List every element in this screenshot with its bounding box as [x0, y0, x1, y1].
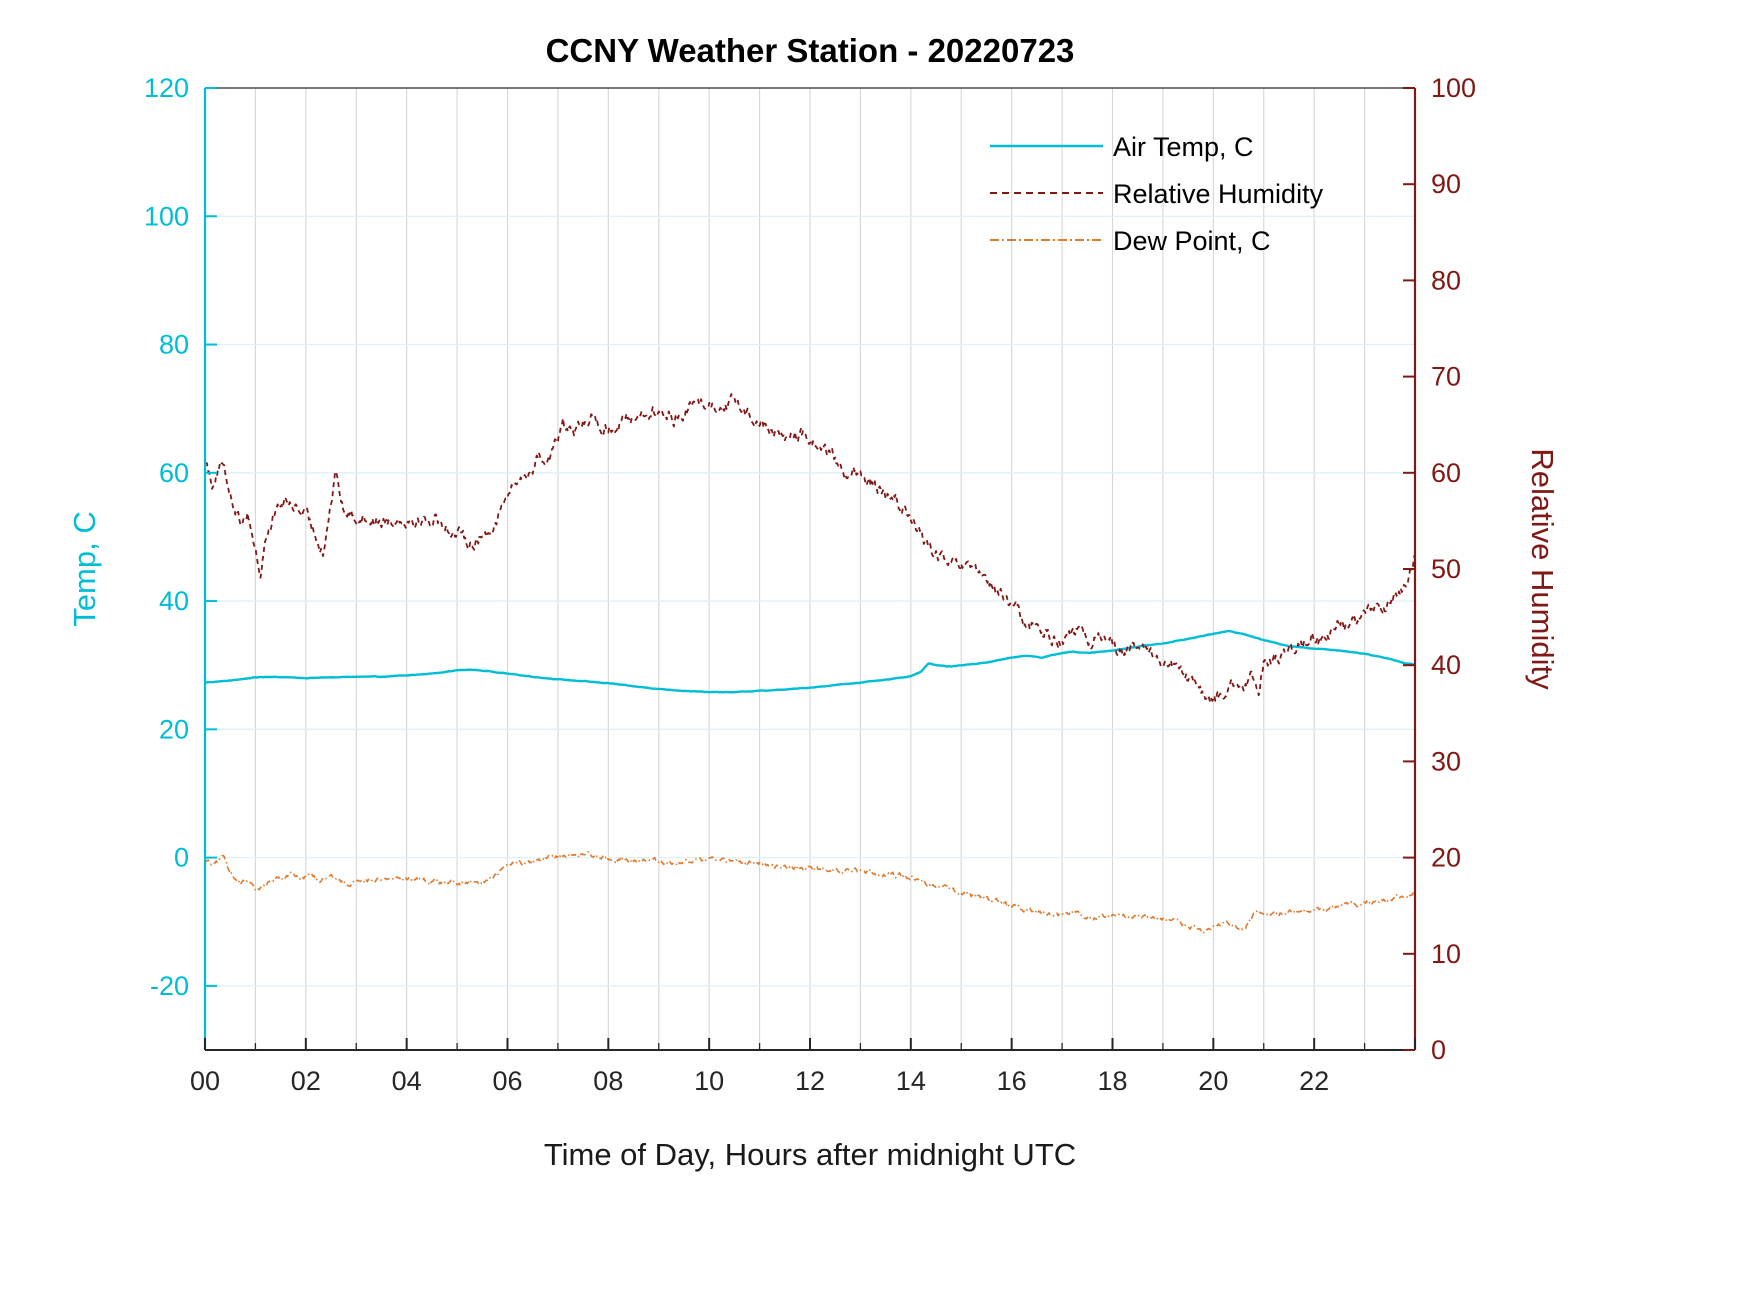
x-tick-label: 00: [190, 1066, 220, 1096]
left-tick-label: 100: [144, 201, 189, 231]
right-tick-label: 30: [1431, 746, 1461, 776]
right-tick-label: 10: [1431, 939, 1461, 969]
x-tick-label: 20: [1198, 1066, 1228, 1096]
x-tick-label: 04: [392, 1066, 422, 1096]
left-tick-label: 80: [159, 330, 189, 360]
right-tick-label: 80: [1431, 265, 1461, 295]
left-tick-label: 20: [159, 714, 189, 744]
series-dew-point-line: [204, 850, 1416, 934]
legend-label-air-temp: Air Temp, C: [1113, 132, 1254, 162]
legend-label-relative-humidity: Relative Humidity: [1113, 179, 1324, 209]
series-air-temp-line: [204, 629, 1416, 694]
x-tick-label: 10: [694, 1066, 724, 1096]
right-tick-label: 50: [1431, 554, 1461, 584]
left-tick-label: 120: [144, 73, 189, 103]
legend-label-dew-point: Dew Point, C: [1113, 226, 1271, 256]
x-tick-label: 06: [492, 1066, 522, 1096]
x-tick-label: 02: [291, 1066, 321, 1096]
right-tick-label: 20: [1431, 843, 1461, 873]
axes: -200204060801001200102030405060708090100…: [144, 73, 1476, 1096]
right-tick-label: 60: [1431, 458, 1461, 488]
right-y-axis-label: Relative Humidity: [1525, 448, 1560, 690]
x-tick-label: 12: [795, 1066, 825, 1096]
series-lines: [204, 393, 1416, 934]
x-tick-label: 08: [593, 1066, 623, 1096]
left-tick-label: -20: [150, 971, 189, 1001]
right-tick-label: 100: [1431, 73, 1476, 103]
chart-title: CCNY Weather Station - 20220723: [546, 32, 1075, 69]
x-tick-label: 16: [997, 1066, 1027, 1096]
x-tick-label: 14: [896, 1066, 926, 1096]
x-tick-label: 22: [1299, 1066, 1329, 1096]
right-tick-label: 70: [1431, 362, 1461, 392]
left-tick-label: 40: [159, 586, 189, 616]
legend: Air Temp, C Relative Humidity Dew Point,…: [990, 132, 1324, 256]
left-y-axis-label: Temp, C: [67, 511, 102, 626]
left-tick-label: 0: [174, 843, 189, 873]
x-tick-label: 18: [1097, 1066, 1127, 1096]
x-axis-label: Time of Day, Hours after midnight UTC: [544, 1137, 1076, 1172]
right-tick-label: 90: [1431, 169, 1461, 199]
grid: [205, 88, 1415, 1050]
left-tick-label: 60: [159, 458, 189, 488]
series-relative-humidity-line: [204, 393, 1416, 704]
right-tick-label: 0: [1431, 1035, 1446, 1065]
right-tick-label: 40: [1431, 650, 1461, 680]
